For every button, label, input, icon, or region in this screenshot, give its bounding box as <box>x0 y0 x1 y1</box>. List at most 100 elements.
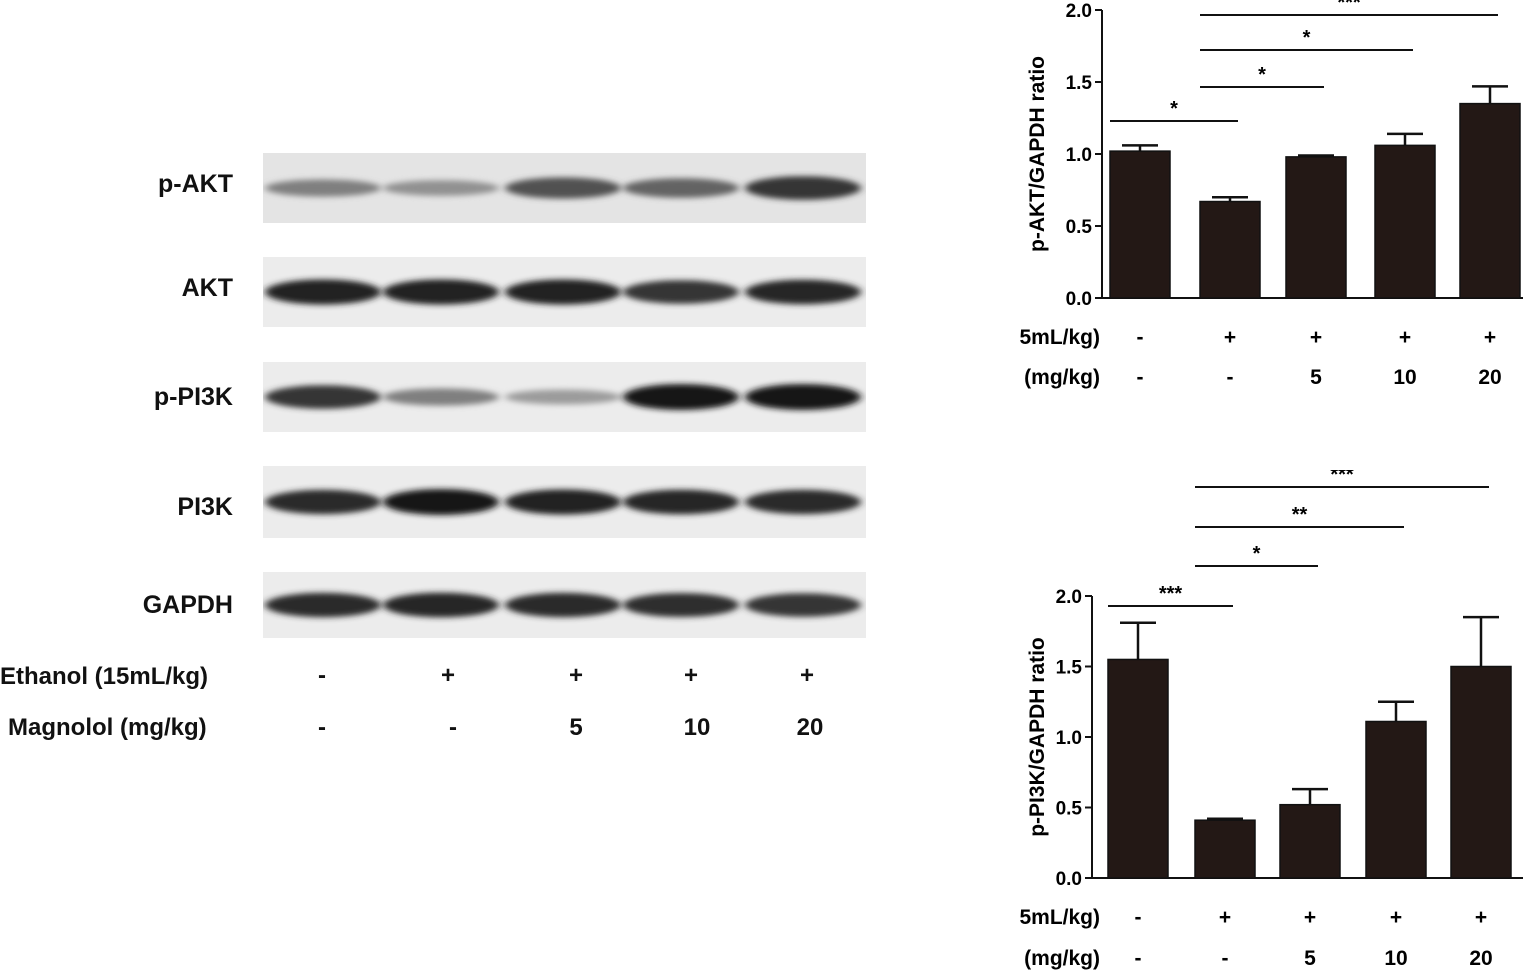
magnolol-value: 20 <box>1469 947 1492 970</box>
blot-magnolol-value: 20 <box>796 714 824 741</box>
significance-label: *** <box>1159 583 1183 605</box>
magnolol-value: 10 <box>1384 947 1407 970</box>
blot-band <box>745 176 861 200</box>
ethanol-value: + <box>1310 326 1322 349</box>
bar-chart-p-akt: p-AKT/GAPDH ratio0.00.51.01.52.0******Et… <box>1020 0 1523 389</box>
y-tick-label: 0.0 <box>1056 869 1082 890</box>
ethanol-value: - <box>1135 906 1142 929</box>
blot-ethanol-value: + <box>440 662 455 689</box>
blot-label-pi3k: PI3K <box>177 493 233 521</box>
y-axis-label: p-PI3K/GAPDH ratio <box>1026 637 1049 837</box>
blot-band <box>623 489 739 515</box>
magnolol-value: 10 <box>1393 366 1416 389</box>
blot-band <box>623 384 739 410</box>
blot-ethanol-value: - <box>318 662 326 689</box>
blot-label-p-akt: p-AKT <box>158 170 233 198</box>
ethanol-value: + <box>1390 906 1402 929</box>
bar <box>1107 658 1169 879</box>
y-tick-label: 2.0 <box>1056 587 1082 608</box>
blot-band <box>383 388 499 406</box>
blot-band <box>623 592 739 618</box>
blot-band <box>265 279 381 305</box>
blot-band <box>505 389 621 405</box>
blot-band <box>265 489 381 515</box>
significance-label: * <box>1258 64 1266 86</box>
magnolol-value: - <box>1222 947 1229 970</box>
blot-band <box>505 279 621 305</box>
blot-band <box>745 279 861 305</box>
blot-band <box>265 385 381 409</box>
blot-magnolol-value: - <box>449 714 457 741</box>
bar <box>1450 665 1512 879</box>
magnolol-label: Magnolol (mg/kg) <box>1020 366 1100 389</box>
y-tick-label: 0.5 <box>1066 217 1093 238</box>
blot-magnolol-label: Magnolol (mg/kg) <box>8 714 207 741</box>
blot-band <box>383 592 499 618</box>
blot-label-gapdh: GAPDH <box>142 591 233 619</box>
y-tick-label: 0.0 <box>1066 289 1092 310</box>
ethanol-label: Ethanol (15mL/kg) <box>1020 326 1100 349</box>
magnolol-value: - <box>1135 947 1142 970</box>
y-tick-label: 1.0 <box>1066 145 1092 166</box>
bar <box>1109 150 1171 299</box>
bar <box>1279 803 1341 879</box>
magnolol-label: Magnolol (mg/kg) <box>1020 947 1100 970</box>
blot-band <box>623 178 739 198</box>
bar <box>1199 200 1261 299</box>
blot-magnolol-value: 10 <box>683 714 711 741</box>
y-tick-label: 0.5 <box>1056 799 1083 820</box>
bar <box>1285 156 1347 299</box>
ethanol-value: + <box>1224 326 1236 349</box>
blot-band <box>505 592 621 618</box>
ethanol-value: + <box>1475 906 1487 929</box>
blot-band <box>383 279 499 305</box>
y-tick-label: 1.5 <box>1066 73 1093 94</box>
blot-label-akt: AKT <box>181 274 233 302</box>
significance-label: * <box>1303 27 1311 49</box>
significance-label: * <box>1253 543 1261 565</box>
magnolol-value: 5 <box>1310 366 1322 389</box>
blot-strip-gapdh <box>263 572 866 638</box>
blot-ethanol-label: Ethanol (15mL/kg) <box>0 663 209 690</box>
blot-strip-pi3k <box>263 466 866 538</box>
bar <box>1194 819 1256 879</box>
blot-magnolol-value: - <box>318 714 326 741</box>
blot-band <box>745 593 861 617</box>
blot-band <box>383 180 499 196</box>
magnolol-value: 20 <box>1478 366 1501 389</box>
significance-label: *** <box>1337 0 1361 14</box>
blot-ethanol-value: + <box>568 662 583 689</box>
blot-band <box>383 489 499 515</box>
blot-band <box>265 179 381 197</box>
magnolol-value: - <box>1137 366 1144 389</box>
blot-band <box>623 280 739 304</box>
significance-label: ** <box>1292 504 1308 526</box>
ethanol-value: + <box>1304 906 1316 929</box>
y-tick-label: 2.0 <box>1066 1 1092 22</box>
blot-ethanol-value: + <box>683 662 698 689</box>
blot-strip-p-akt <box>263 153 866 223</box>
ethanol-value: + <box>1399 326 1411 349</box>
blot-magnolol-value: 5 <box>569 714 583 741</box>
ethanol-value: + <box>1484 326 1496 349</box>
magnolol-value: 5 <box>1304 947 1316 970</box>
blot-ethanol-value: + <box>799 662 814 689</box>
magnolol-value: - <box>1227 366 1234 389</box>
bar <box>1459 102 1521 299</box>
blot-band <box>505 177 621 199</box>
bar <box>1374 144 1436 299</box>
blot-band <box>505 489 621 515</box>
blot-strip-p-pi3k <box>263 362 866 432</box>
y-tick-label: 1.5 <box>1056 658 1083 679</box>
blot-band <box>745 384 861 410</box>
blot-strip-akt <box>263 257 866 327</box>
blot-label-p-pi3k: p-PI3K <box>153 383 233 411</box>
ethanol-label: Ethanol (15mL/kg) <box>1020 906 1100 929</box>
significance-label: * <box>1170 98 1178 120</box>
significance-label: *** <box>1330 470 1354 486</box>
ethanol-value: - <box>1137 326 1144 349</box>
bar <box>1365 720 1427 879</box>
y-tick-label: 1.0 <box>1056 728 1082 749</box>
blot-band <box>745 489 861 515</box>
